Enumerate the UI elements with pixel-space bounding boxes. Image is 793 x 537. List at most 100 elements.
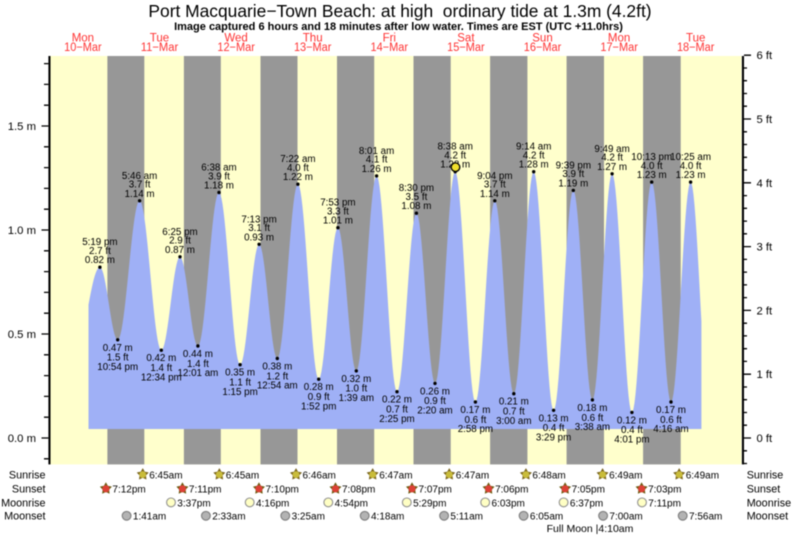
svg-text:1.08 m: 1.08 m [401, 201, 431, 212]
svg-text:17−Mar: 17−Mar [600, 42, 638, 54]
svg-text:4.1 ft: 4.1 ft [366, 155, 388, 166]
svg-text:Moonrise: Moonrise [747, 497, 791, 509]
svg-text:6:25 pm: 6:25 pm [162, 227, 197, 238]
svg-text:1.4 ft: 1.4 ft [150, 363, 172, 374]
svg-text:0.7 ft: 0.7 ft [386, 405, 408, 416]
svg-text:3.1 ft: 3.1 ft [248, 223, 270, 234]
svg-text:Tue: Tue [686, 33, 705, 45]
svg-text:5:46 am: 5:46 am [122, 171, 157, 182]
svg-text:6:37pm: 6:37pm [570, 498, 603, 509]
svg-text:Tue: Tue [150, 33, 169, 45]
svg-text:4:16pm: 4:16pm [256, 498, 289, 509]
svg-text:Moonset: Moonset [4, 511, 45, 523]
svg-text:1.14 m: 1.14 m [480, 189, 510, 200]
svg-text:5:11am: 5:11am [450, 512, 483, 523]
svg-text:1.01 m: 1.01 m [323, 216, 353, 227]
svg-text:1.26 m: 1.26 m [362, 164, 392, 175]
svg-text:1.5 m: 1.5 m [8, 121, 36, 133]
svg-text:1.5 ft: 1.5 ft [107, 353, 129, 364]
svg-text:0.28 m: 0.28 m [304, 382, 334, 393]
svg-text:Sunrise: Sunrise [747, 469, 784, 481]
svg-text:4:18am: 4:18am [371, 512, 404, 523]
svg-text:2 ft: 2 ft [757, 305, 774, 317]
svg-text:Moonrise: Moonrise [1, 497, 45, 509]
svg-text:14−Mar: 14−Mar [371, 42, 409, 54]
svg-text:Sat: Sat [457, 33, 475, 45]
svg-text:7:03pm: 7:03pm [648, 485, 681, 496]
svg-text:0.12 m: 0.12 m [617, 415, 647, 426]
svg-text:3.9 ft: 3.9 ft [208, 171, 230, 182]
svg-text:1.2 ft: 1.2 ft [266, 371, 288, 382]
svg-text:4.0 ft: 4.0 ft [680, 161, 702, 172]
svg-text:1.22 m: 1.22 m [283, 172, 313, 183]
svg-text:3 ft: 3 ft [757, 242, 774, 254]
svg-text:7:05pm: 7:05pm [572, 485, 605, 496]
svg-text:0.44 m: 0.44 m [183, 349, 213, 360]
svg-text:6:05am: 6:05am [530, 512, 563, 523]
svg-text:4.2 ft: 4.2 ft [523, 151, 545, 162]
svg-text:0.17 m: 0.17 m [460, 405, 490, 416]
svg-text:0.22 m: 0.22 m [382, 395, 412, 406]
svg-text:1:41am: 1:41am [133, 512, 166, 523]
svg-text:0.7 ft: 0.7 ft [503, 407, 525, 418]
svg-text:6:47am: 6:47am [379, 470, 412, 481]
svg-text:4.0 ft: 4.0 ft [287, 163, 309, 174]
svg-text:6:46am: 6:46am [303, 470, 336, 481]
svg-text:1.4 ft: 1.4 ft [187, 359, 209, 370]
svg-text:7:12pm: 7:12pm [112, 485, 145, 496]
svg-text:Fri: Fri [383, 33, 396, 45]
svg-text:0.32 m: 0.32 m [341, 374, 371, 385]
svg-text:0.17 m: 0.17 m [656, 405, 686, 416]
svg-text:1 ft: 1 ft [757, 369, 774, 381]
svg-text:2.9 ft: 2.9 ft [169, 236, 191, 247]
svg-text:0.4 ft: 0.4 ft [621, 425, 643, 436]
svg-text:Full Moon |4:10am: Full Moon |4:10am [547, 523, 634, 535]
svg-text:9:49 am: 9:49 am [594, 144, 629, 155]
svg-text:2.7 ft: 2.7 ft [89, 246, 111, 257]
svg-text:9:04 pm: 9:04 pm [477, 171, 512, 182]
svg-text:1.14 m: 1.14 m [125, 189, 155, 200]
svg-text:7:10pm: 7:10pm [266, 485, 299, 496]
svg-text:Wed: Wed [224, 33, 247, 45]
svg-text:7:22 am: 7:22 am [280, 154, 315, 165]
svg-text:11−Mar: 11−Mar [141, 42, 179, 54]
svg-text:0.18 m: 0.18 m [577, 403, 607, 414]
svg-text:Sunset: Sunset [747, 484, 781, 496]
svg-text:Sun: Sun [532, 33, 552, 45]
svg-text:12−Mar: 12−Mar [217, 42, 255, 54]
svg-text:2:20 am: 2:20 am [417, 406, 452, 417]
svg-text:7:08pm: 7:08pm [342, 485, 375, 496]
svg-text:0.13 m: 0.13 m [539, 413, 569, 424]
svg-text:0.0 m: 0.0 m [8, 433, 36, 445]
svg-text:1.23 m: 1.23 m [637, 170, 667, 181]
svg-text:3:25am: 3:25am [292, 512, 325, 523]
svg-text:4:54pm: 4:54pm [335, 498, 368, 509]
svg-text:Port Macquarie−Town Beach: at: Port Macquarie−Town Beach: at high ordin… [148, 1, 651, 21]
svg-text:10:54 pm: 10:54 pm [97, 362, 138, 373]
svg-text:3:29 pm: 3:29 pm [536, 433, 571, 444]
svg-text:5:29pm: 5:29pm [413, 498, 446, 509]
svg-text:1.0 ft: 1.0 ft [345, 384, 367, 395]
svg-text:0.9 ft: 0.9 ft [424, 396, 446, 407]
svg-text:8:01 am: 8:01 am [359, 146, 394, 157]
svg-text:6:47am: 6:47am [456, 470, 489, 481]
svg-text:3.7 ft: 3.7 ft [484, 180, 506, 191]
svg-text:8:30 pm: 8:30 pm [399, 183, 434, 194]
svg-text:16−Mar: 16−Mar [524, 42, 562, 54]
svg-text:10:25 am: 10:25 am [670, 152, 711, 163]
svg-text:6:49am: 6:49am [609, 470, 642, 481]
svg-text:0 ft: 0 ft [757, 433, 774, 445]
svg-text:7:11pm: 7:11pm [648, 498, 681, 509]
svg-text:0.38 m: 0.38 m [262, 362, 292, 373]
svg-text:0.4 ft: 0.4 ft [543, 423, 565, 434]
svg-text:9:39 pm: 9:39 pm [556, 160, 591, 171]
svg-text:3:00 am: 3:00 am [496, 416, 531, 427]
svg-text:0.5 m: 0.5 m [8, 329, 36, 341]
svg-text:1:52 pm: 1:52 pm [301, 401, 336, 412]
svg-text:6:45am: 6:45am [226, 470, 259, 481]
svg-text:4.2 ft: 4.2 ft [444, 151, 466, 162]
svg-text:6:03pm: 6:03pm [492, 498, 525, 509]
svg-text:12:54 am: 12:54 am [257, 381, 298, 392]
svg-text:0.6 ft: 0.6 ft [465, 415, 487, 426]
svg-text:3.7 ft: 3.7 ft [129, 180, 151, 191]
